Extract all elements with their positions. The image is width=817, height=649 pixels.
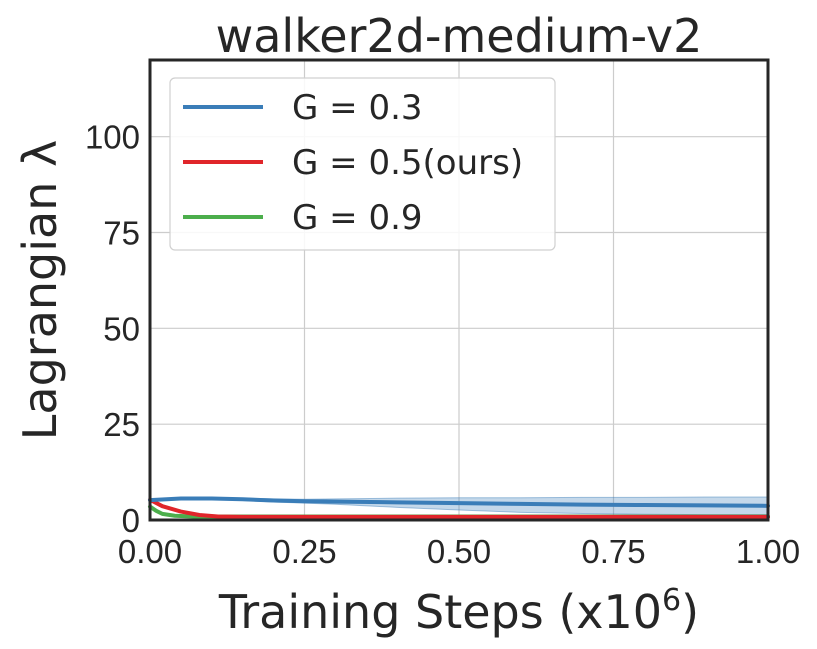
series-line-1 (148, 496, 770, 508)
plot-frame (148, 58, 770, 522)
x-axis-label-superscript: 6 (662, 583, 681, 618)
legend-label-1: G = 0.3 (292, 88, 423, 128)
legend: G = 0.3 G = 0.5(ours) G = 0.9 (169, 77, 556, 251)
x-tick-label-0: 0.00 (118, 533, 182, 570)
y-tick-label-2: 50 (103, 310, 140, 347)
x-tick-label-2: 0.50 (427, 533, 491, 570)
y-axis-label: Lagrangian λ (13, 140, 67, 440)
x-tick-labels: 0.00 0.25 0.50 0.75 1.00 (118, 533, 800, 570)
x-tick-label-4: 1.00 (736, 533, 800, 570)
x-tick-label-3: 0.75 (581, 533, 645, 570)
x-axis-label: Training Steps (x106) (218, 583, 699, 639)
y-tick-labels: 0 25 50 75 100 (85, 119, 140, 539)
x-axis-label-suffix: ) (681, 585, 699, 639)
x-axis-label-main: Training Steps (x10 (218, 585, 662, 639)
y-tick-label-0: 0 (122, 502, 140, 539)
series-line-2 (148, 497, 770, 519)
y-tick-label-1: 25 (103, 406, 140, 443)
x-tick-label-1: 0.25 (272, 533, 336, 570)
legend-box (169, 77, 556, 251)
legend-label-3: G = 0.9 (292, 198, 423, 238)
series-lines (148, 496, 770, 519)
chart-title: walker2d-medium-v2 (216, 9, 703, 63)
y-tick-label-4: 100 (85, 119, 140, 156)
y-tick-label-3: 75 (103, 215, 140, 252)
legend-label-2: G = 0.5(ours) (292, 143, 523, 183)
